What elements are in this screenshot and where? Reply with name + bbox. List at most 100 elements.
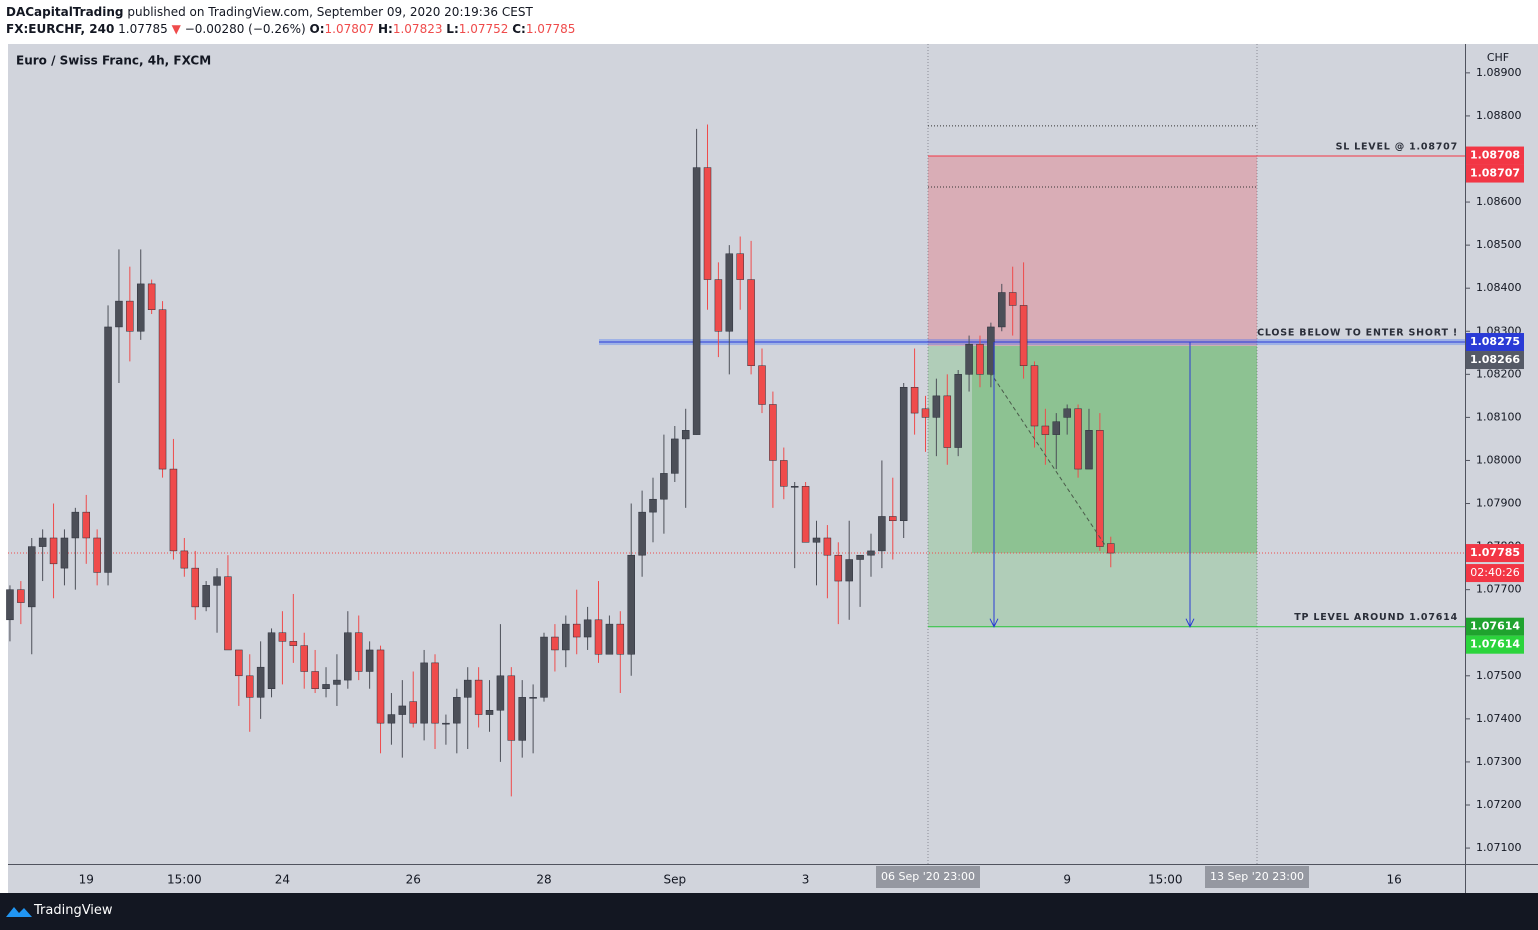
level-label: CLOSE BELOW TO ENTER SHORT ! [1257, 328, 1458, 339]
quote-line: FX:EURCHF, 240 1.07785 ▼ −0.00280 (−0.26… [6, 22, 575, 36]
price-tag-label: 1.08275 [1470, 335, 1520, 348]
price-tag [1466, 544, 1524, 563]
candle-body [93, 537, 101, 573]
candle-body [801, 486, 810, 543]
candle-body [136, 283, 145, 332]
arrow-head [1185, 618, 1195, 628]
candle-body [1041, 425, 1050, 435]
candle-body [38, 537, 47, 547]
candle-body [834, 554, 843, 582]
candle-body [845, 559, 853, 582]
candle-body [747, 279, 755, 366]
candle-body [540, 636, 548, 698]
y-tick-label: 1.07300 [1476, 755, 1522, 768]
candle-body [736, 253, 744, 280]
candle-body [529, 697, 537, 699]
x-tick-label: 3 [802, 873, 810, 887]
x-tick-label: 28 [536, 873, 551, 887]
candle-body [463, 679, 472, 698]
ohlc-value: 1.07785 [525, 22, 576, 36]
candle-body [660, 473, 668, 500]
candle-body [1085, 430, 1093, 470]
candle-body [82, 511, 90, 539]
candle-body [147, 283, 156, 310]
x-tick-label: 24 [275, 873, 290, 887]
candle-body [474, 679, 483, 715]
candle-body [987, 326, 995, 375]
arrow: ▼ [171, 22, 181, 36]
candle-body [344, 632, 352, 681]
candle-body [1096, 430, 1104, 547]
candle-body [354, 632, 363, 672]
y-tick-label: 1.08100 [1476, 410, 1522, 423]
footer: TradingView [0, 893, 1538, 930]
candle-body [104, 326, 112, 573]
candle-body [267, 632, 276, 689]
y-tick-label: 1.07700 [1476, 583, 1522, 596]
candle-body [932, 395, 941, 418]
candle-body [616, 623, 625, 655]
candle-body [1074, 408, 1082, 470]
candle-body [605, 623, 614, 655]
candle-body [823, 537, 832, 556]
logo [6, 907, 32, 917]
candle-body [867, 550, 875, 556]
y-tick-label: 1.07500 [1476, 669, 1522, 682]
author: DACapitalTrading [6, 5, 124, 19]
candle-body [442, 722, 450, 725]
candle-body [431, 662, 439, 724]
candle-body [49, 537, 58, 565]
candle-body [889, 516, 897, 522]
candle-body [780, 460, 788, 487]
candle-body [71, 511, 80, 539]
arrow-head [989, 618, 999, 628]
x-tick-label: 19 [79, 873, 94, 887]
x-tick-label: Sep [663, 873, 686, 887]
candle-body [725, 253, 734, 332]
price-tag [1466, 635, 1524, 654]
price-tag [1466, 617, 1524, 636]
x-tick-label: 9 [1063, 873, 1071, 887]
candle-body [1019, 305, 1028, 366]
ohlc-value: 1.07823 [392, 22, 443, 36]
candle-body [60, 537, 69, 569]
candle-body [213, 576, 221, 586]
candle-body [322, 684, 330, 689]
candle-body [1063, 408, 1071, 418]
realized-zone [972, 345, 1257, 554]
candle-body [289, 641, 298, 646]
candle-body [202, 585, 210, 608]
range-date: 13 Sep '20 23:00 [1210, 870, 1304, 883]
candle-body [278, 632, 287, 642]
countdown: 02:40:26 [1470, 566, 1519, 579]
ohlc-label: O: [309, 22, 325, 36]
price-tag-label: 1.07785 [1470, 546, 1520, 559]
candle-body [518, 697, 526, 741]
candle-body [6, 589, 14, 621]
ohlc-label: H: [378, 22, 393, 36]
published: published on TradingView.com, September … [127, 5, 533, 19]
candle-body [1008, 292, 1017, 306]
candle-body [681, 430, 690, 440]
candle-body [562, 623, 570, 651]
candle-body [300, 645, 308, 672]
candle-body [191, 567, 199, 608]
price-tag [1466, 351, 1524, 370]
candle-body [649, 498, 657, 513]
y-tick-label: 1.08000 [1476, 453, 1522, 466]
y-tick-label: 1.08500 [1476, 238, 1522, 251]
countdown-tag [1466, 564, 1524, 583]
candle-body [17, 589, 25, 603]
y-tick-label: 1.08400 [1476, 281, 1522, 294]
candle-body [943, 395, 952, 448]
candle-body [235, 649, 243, 677]
candle-body [387, 714, 396, 724]
candle-body [507, 675, 516, 741]
candle-body [365, 649, 374, 672]
y-tick-label: 1.07400 [1476, 712, 1522, 725]
candle-body [998, 292, 1006, 328]
candle-body [398, 705, 407, 715]
candle-body [769, 404, 777, 461]
candle-body [27, 546, 36, 608]
